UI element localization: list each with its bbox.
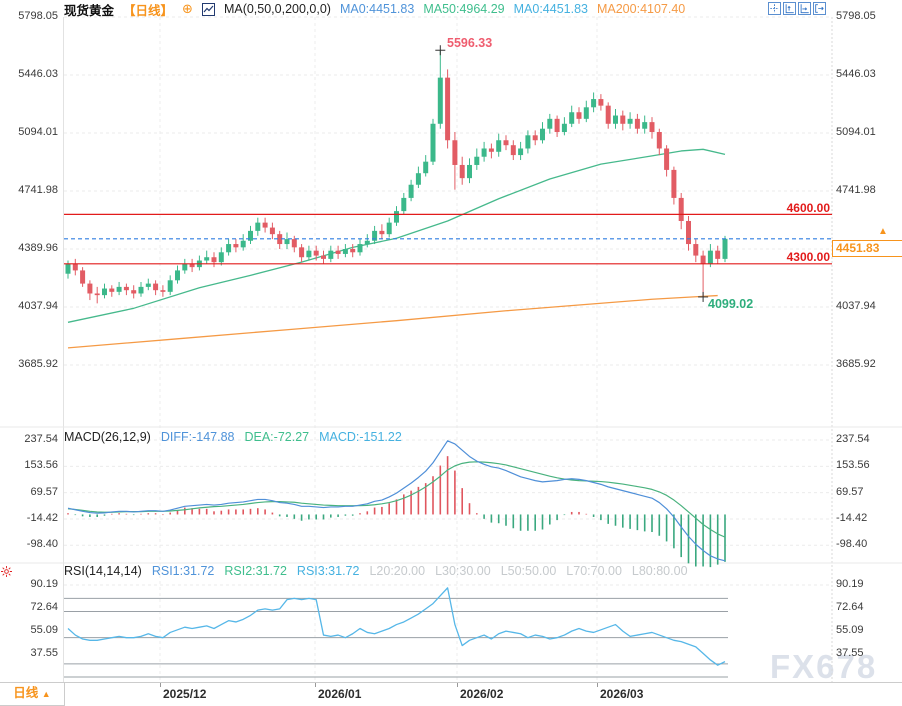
ma-params: MA(0,50,0,200,0,0) [223,2,331,16]
macd-axis-label-left: 237.54 [24,433,58,445]
rsi-axis-label-left: 72.64 [30,601,58,613]
chart-type-icon[interactable] [201,2,215,16]
main-axis-label-right: 5798.05 [836,10,876,22]
time-axis-tick [597,683,598,687]
rsi-axis-label-left: 55.09 [30,624,58,636]
macd-axis-label-left: 69.57 [30,485,58,498]
interval-tab[interactable]: 日线 ▲ [0,683,65,706]
vertical-scale-button[interactable] [783,2,796,15]
watermark: FX678 [770,648,878,685]
rsi-axis-label-right: 37.55 [836,647,864,659]
macd-axis-label-right: 237.54 [836,433,870,445]
macd-axis-label-left: 153.56 [24,459,58,472]
ma200-value: MA200:4107.40 [596,2,686,16]
macd-macd-value: MACD:-151.22 [319,430,402,444]
ma0-value: MA0:4451.83 [339,2,415,16]
reset-view-button[interactable] [813,2,826,15]
pan-tool-button[interactable] [768,2,781,15]
rsi1-value: RSI1:31.72 [151,564,215,578]
date-label: 2025/12 [163,687,207,701]
main-axis-label-right: 4741.98 [836,184,876,196]
rsi-axis-label-left: 37.55 [30,647,58,659]
main-axis-label-right: 3685.92 [836,358,876,370]
main-axis-label-right: 4037.94 [836,300,876,312]
main-axis-label-left: 5094.01 [18,125,58,138]
main-axis-label-left: 5798.05 [18,10,58,22]
rsi-axis-label-left: 90.19 [30,578,58,590]
macd-axis-label-right: 69.57 [836,485,864,498]
date-label: 2026/02 [460,687,504,701]
main-axis-label-left: 4037.94 [18,300,58,312]
time-axis-tick [160,683,161,687]
last-price-tag: 4451.83 [832,240,902,257]
time-axis-tick [315,683,316,687]
rsi-params: RSI(14,14,14) [64,564,142,578]
main-axis-label-right: 5094.01 [836,125,876,138]
horizontal-scale-button[interactable] [798,2,811,15]
interval-tab-label: 日线 [13,686,39,700]
main-axis-label-left: 4741.98 [18,184,58,196]
interval-tab-arrow-icon: ▲ [41,689,51,699]
rsi-l80-label: L80:80.00 [631,564,688,578]
rsi-l20-label: L20:20.00 [369,564,426,578]
add-indicator-icon[interactable]: ⊕ [182,1,193,16]
main-chart-header: 现货黄金 【日线】 ⊕ MA(0,50,0,200,0,0) MA0:4451.… [64,1,686,18]
symbol-title: 现货黄金 [64,3,115,18]
main-axis-label-left: 3685.92 [18,358,58,370]
rsi-l50-label: L50:50.00 [500,564,557,578]
macd-axis-label-left: -14.42 [26,511,58,524]
period-label: 【日线】 [123,3,174,18]
macd-axis-label-right: 153.56 [836,459,870,472]
rsi-axis-label-right: 72.64 [836,601,864,613]
macd-diff-value: DIFF:-147.88 [160,430,235,444]
rsi3-value: RSI3:31.72 [296,564,360,578]
time-axis-tick [457,683,458,687]
low-annotation: 4099.02 [708,297,754,311]
rsi-axis-label-right: 90.19 [836,578,864,590]
upper-level-label: 4600.00 [786,201,830,215]
macd-axis-label-right: -14.42 [836,511,868,524]
main-axis-label-left: 5446.03 [18,67,58,80]
high-annotation: 5596.33 [447,36,493,50]
rsi-header: RSI(14,14,14) RSI1:31.72 RSI2:31.72 RSI3… [64,564,688,578]
rsi-axis-label-right: 55.09 [836,624,864,636]
macd-dea-value: DEA:-72.27 [244,430,310,444]
time-axis: 日线 ▲ 2025/12 2026/01 2026/02 2026/03 [0,682,902,706]
rsi-l30-label: L30:30.00 [435,564,491,578]
ma50-value: MA50:4964.29 [423,2,505,16]
main-axis-label-right: 5446.03 [836,67,876,80]
ma0b-value: MA0:4451.83 [513,2,588,16]
chart-toolbar [768,2,826,15]
macd-params: MACD(26,12,9) [64,430,151,444]
date-label: 2026/03 [600,687,644,701]
rsi-l70-label: L70:70.00 [566,564,622,578]
macd-header: MACD(26,12,9) DIFF:-147.88 DEA:-72.27 MA… [64,430,402,444]
rsi2-value: RSI2:31.72 [224,564,287,578]
macd-axis-label-left: -98.40 [26,538,58,551]
main-axis-label-left: 4389.96 [18,242,58,254]
date-label: 2026/01 [318,687,362,701]
lower-level-label: 4300.00 [786,250,830,264]
rsi-settings-icon[interactable] [1,564,12,582]
macd-axis-label-right: -98.40 [836,538,868,551]
price-up-arrow-icon: ▲ [878,226,888,237]
